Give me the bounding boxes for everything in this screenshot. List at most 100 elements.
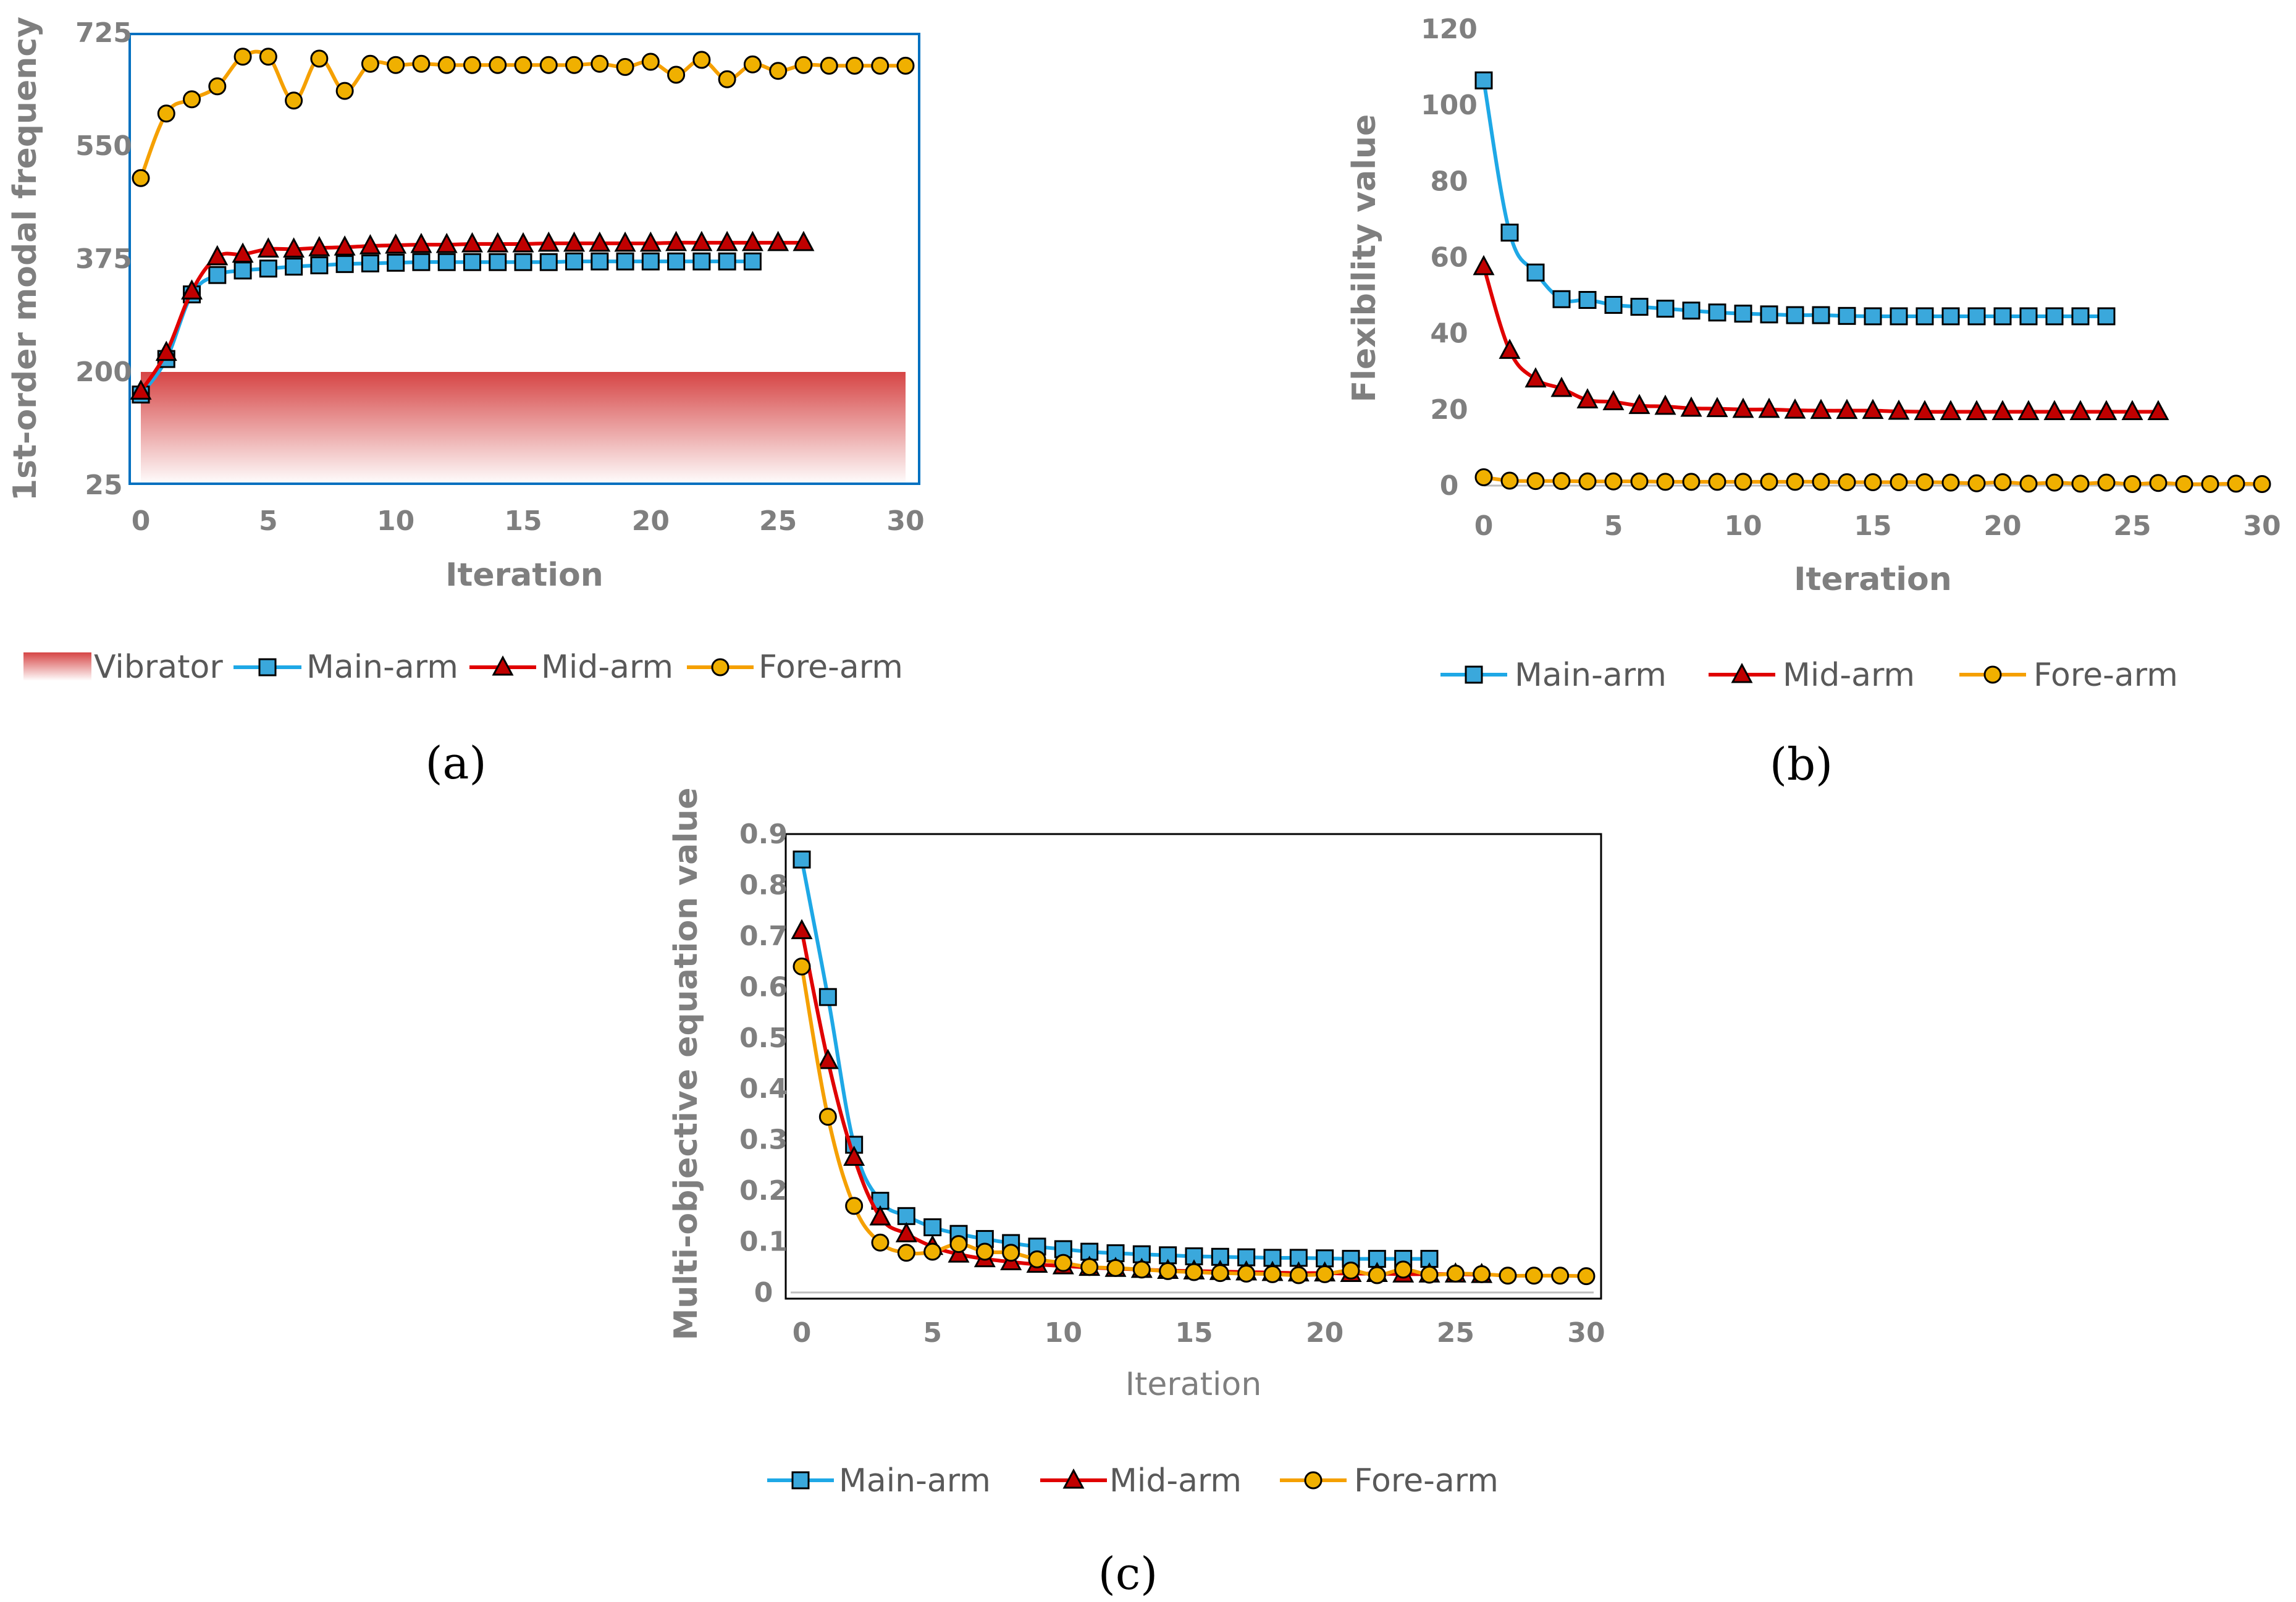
chart-b-point-main-arm-3 [1552, 290, 1571, 308]
chart-c-point-fore-arm-1 [818, 1108, 837, 1126]
chart-b-point-main-arm-2 [1526, 263, 1545, 282]
chart-a-y-ticks: 25 200 375 550 725 [75, 17, 132, 501]
chart-b-x-ticks: 0 5 10 15 20 25 30 [1474, 510, 2281, 542]
chart-a-y-tick-2: 375 [75, 243, 132, 275]
chart-c-point-fore-arm-19 [1289, 1266, 1308, 1284]
chart-c-y-tick-5: 0.5 [739, 1022, 788, 1054]
legend-a-main-arm-label: Main-arm [306, 649, 458, 686]
chart-a-point-fore-arm-17 [565, 56, 584, 74]
chart-c-point-fore-arm-12 [1106, 1258, 1125, 1277]
chart-c-y-tick-2: 0.2 [739, 1175, 788, 1207]
chart-c-series-fore-arm [793, 957, 1596, 1286]
chart-c-x-tick-4: 20 [1306, 1317, 1344, 1349]
legend-c-main-arm: Main-arm [767, 1462, 991, 1499]
legend-b-main-arm: Main-arm [1440, 657, 1667, 694]
chart-b-point-main-arm-6 [1630, 298, 1649, 316]
chart-b-legend: Main-arm Mid-arm Fore-arm [1440, 657, 2178, 694]
chart-a-point-fore-arm-9 [361, 54, 379, 73]
chart-c-y-tick-0: 0 [754, 1277, 773, 1309]
chart-c-point-mid-arm-1 [817, 1048, 839, 1069]
chart-a-point-fore-arm-20 [641, 53, 660, 71]
chart-b-point-fore-arm-25 [2123, 475, 2142, 494]
chart-c-point-fore-arm-23 [1394, 1260, 1413, 1279]
chart-a-point-fore-arm-13 [463, 56, 481, 74]
chart-b-point-mid-arm-23 [2069, 400, 2092, 421]
chart-c-point-mid-arm-4 [895, 1222, 917, 1242]
legend-a-fore-arm-label: Fore-arm [759, 649, 903, 686]
chart-c-point-main-arm-4 [897, 1207, 915, 1225]
chart-a-point-fore-arm-23 [718, 70, 736, 88]
chart-b-point-main-arm-8 [1682, 301, 1701, 320]
chart-a-point-main-arm-6 [285, 258, 303, 276]
chart-a-x-ticks: 0 5 10 15 20 25 30 [132, 505, 925, 537]
legend-b-main-arm-label: Main-arm [1515, 657, 1667, 694]
chart-b-point-mid-arm-13 [1810, 398, 1832, 419]
chart-b-point-fore-arm-6 [1630, 472, 1649, 491]
chart-a-point-main-arm-23 [718, 252, 736, 271]
legend-b-mid-arm: Mid-arm [1709, 657, 1915, 694]
chart-b-point-mid-arm-10 [1732, 397, 1754, 418]
legend-c-mid-arm: Mid-arm [1040, 1462, 1242, 1499]
chart-c-x-tick-2: 10 [1045, 1317, 1082, 1349]
chart-a-point-main-arm-15 [514, 253, 532, 271]
chart-a-point-mid-arm-10 [385, 233, 407, 254]
chart-b-point-main-arm-22 [2045, 307, 2064, 326]
chart-a-legend: Vibrator Main-arm Mid-arm Fore-arm [23, 649, 903, 686]
chart-a-point-mid-arm-2 [181, 279, 203, 300]
chart-b-x-axis-title: Iteration [1794, 561, 1952, 598]
chart-c-point-fore-arm-20 [1316, 1265, 1334, 1283]
chart-a-point-mid-arm-24 [741, 230, 763, 251]
chart-a-point-mid-arm-6 [283, 237, 305, 258]
chart-a-point-fore-arm-1 [157, 104, 175, 123]
chart-c-point-mid-arm-2 [843, 1145, 865, 1166]
chart-c-point-fore-arm-9 [1028, 1250, 1046, 1268]
legend-c-mid-arm-label: Mid-arm [1109, 1462, 1242, 1499]
chart-a-point-main-arm-10 [387, 253, 405, 272]
chart-a-point-fore-arm-2 [183, 90, 201, 109]
chart-a-point-mid-arm-20 [639, 231, 662, 252]
chart-b-y-tick-5: 100 [1421, 90, 1478, 121]
chart-b-y-tick-1: 20 [1430, 394, 1468, 426]
chart-c-point-main-arm-0 [793, 850, 811, 869]
chart-c-point-fore-arm-6 [949, 1235, 968, 1254]
chart-c-x-tick-3: 15 [1175, 1317, 1213, 1349]
chart-c-legend: Main-arm Mid-arm Fore-arm [767, 1462, 1499, 1499]
chart-a-point-fore-arm-25 [769, 62, 788, 80]
chart-b-point-main-arm-14 [1838, 306, 1856, 325]
chart-b-point-fore-arm-4 [1578, 472, 1597, 491]
chart-b-series [1473, 71, 2271, 494]
chart-a-point-fore-arm-29 [871, 56, 889, 75]
chart-a-point-main-arm-22 [692, 252, 711, 271]
chart-a-point-main-arm-5 [259, 259, 277, 278]
chart-c-point-fore-arm-18 [1263, 1265, 1282, 1283]
chart-a-point-fore-arm-0 [132, 169, 150, 187]
chart-b-point-main-arm-19 [1967, 307, 1986, 326]
chart-b-point-fore-arm-28 [2201, 475, 2219, 494]
chart-a-point-fore-arm-22 [692, 51, 711, 69]
legend-b-fore-arm: Fore-arm [1959, 657, 2178, 694]
chart-b-point-fore-arm-12 [1786, 473, 1804, 491]
chart-b-y-tick-3: 60 [1430, 242, 1468, 274]
chart-c-point-fore-arm-17 [1237, 1264, 1256, 1283]
chart-b-point-main-arm-21 [2019, 307, 2038, 326]
chart-a-point-fore-arm-3 [208, 77, 227, 96]
chart-a-point-mid-arm-16 [537, 231, 560, 252]
chart-b-point-mid-arm-3 [1550, 376, 1573, 397]
chart-c-point-fore-arm-15 [1185, 1263, 1203, 1281]
chart-b-point-main-arm-5 [1604, 295, 1623, 314]
chart-a-point-mid-arm-4 [232, 242, 254, 263]
chart-a-point-main-arm-12 [437, 253, 456, 271]
chart-b-point-main-arm-1 [1500, 223, 1519, 242]
chart-a-x-tick-3: 15 [504, 505, 542, 537]
chart-c-y-tick-4: 0.4 [739, 1073, 788, 1105]
chart-c-y-ticks: 0 0.1 0.2 0.3 0.4 0.5 0.6 0.7 0.8 0.9 [739, 819, 788, 1309]
chart-c-point-fore-arm-25 [1446, 1264, 1465, 1283]
chart-b-point-fore-arm-21 [2019, 474, 2038, 493]
chart-b-series-mid-arm [1473, 255, 2169, 421]
chart-b-x-tick-5: 25 [2113, 510, 2151, 542]
chart-a-y-tick-0: 25 [85, 470, 122, 501]
chart-b-point-fore-arm-2 [1526, 472, 1545, 491]
chart-b-point-mid-arm-26 [2147, 400, 2169, 421]
chart-a-x-tick-2: 10 [377, 505, 414, 537]
chart-b-point-fore-arm-0 [1474, 468, 1493, 486]
